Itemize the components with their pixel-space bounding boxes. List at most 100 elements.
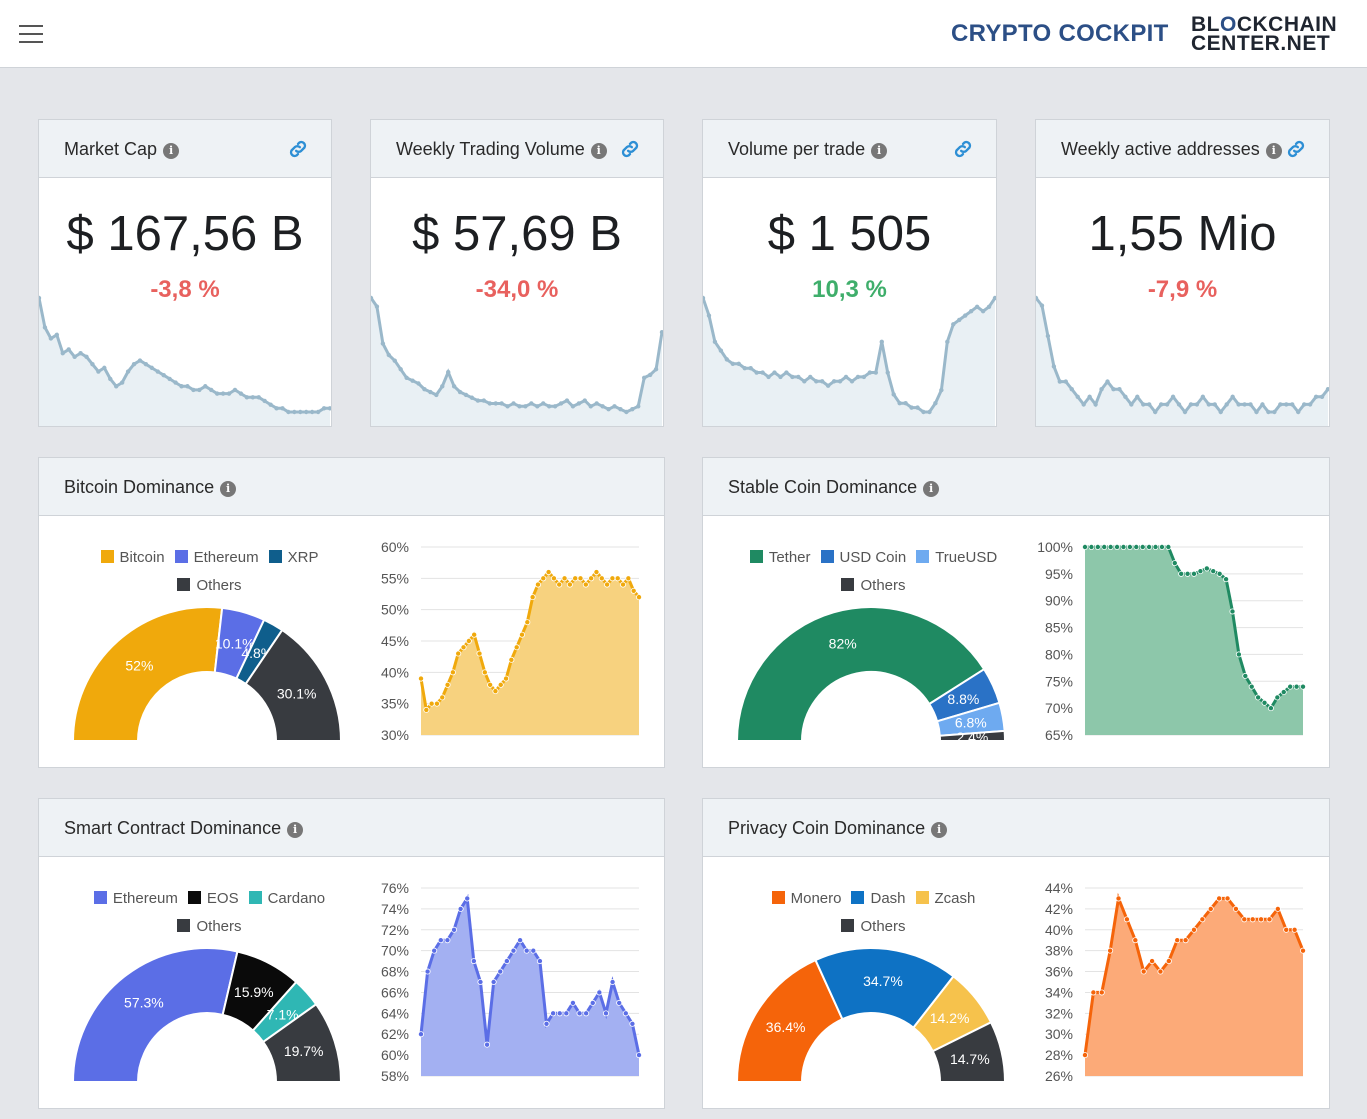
donut-slice-tether[interactable]	[735, 606, 986, 742]
area-point	[540, 575, 547, 582]
donut-slice-others[interactable]	[261, 1002, 343, 1083]
legend-item-tether[interactable]: Tether	[749, 544, 811, 572]
sparkline-point	[280, 406, 285, 411]
area-point	[582, 581, 589, 588]
sparkline-point	[1036, 295, 1039, 301]
donut-slice-others[interactable]	[931, 1020, 1007, 1083]
sparkline-point	[1206, 402, 1212, 407]
info-icon[interactable]: i	[923, 481, 940, 497]
legend-item-zcash[interactable]: Zcash	[915, 885, 975, 913]
info-icon[interactable]: i	[590, 143, 607, 159]
area-point	[1274, 905, 1281, 912]
donut-slice-label: 34.7%	[863, 973, 903, 989]
sparkline-point	[939, 387, 944, 393]
info-icon[interactable]: i	[220, 481, 237, 497]
area-point	[577, 575, 584, 582]
y-tick-label: 66%	[381, 984, 409, 1000]
sparkline-point	[232, 387, 238, 393]
donut-slice-ethereum[interactable]	[71, 947, 239, 1083]
area-point	[1266, 916, 1273, 923]
sparkline-point	[137, 358, 143, 363]
info-icon[interactable]: i	[163, 143, 180, 159]
legend-item-monero[interactable]: Monero	[771, 885, 842, 913]
legend-item-others[interactable]: Others	[841, 572, 906, 600]
legend-item-others[interactable]: Others	[177, 913, 242, 941]
sparkline-point	[921, 409, 926, 415]
y-tick-label: 68%	[381, 964, 409, 980]
y-tick-label: 38%	[1045, 943, 1073, 959]
sparkline-point	[1278, 402, 1283, 407]
donut-slice-label: 36.4%	[766, 1019, 806, 1035]
area-point	[596, 989, 603, 996]
info-icon[interactable]: i	[871, 143, 888, 159]
area-line	[419, 893, 641, 1056]
stable-coin-dominance-card: Stable Coin Dominance i Tether USD Coin Tru…	[702, 457, 1330, 768]
link-icon[interactable]	[619, 138, 641, 160]
info-icon[interactable]: i	[1265, 143, 1282, 159]
brand-title[interactable]: CRYPTO COCKPIT	[951, 20, 1169, 47]
donut-slice-label: 57.3%	[124, 994, 164, 1010]
dominance-area-chart: 44% 42% 40% 38% 36% 34% 32% 30% 28% 26%	[1045, 880, 1306, 1084]
legend-item-others[interactable]: Others	[177, 572, 242, 600]
legend-item-cardano[interactable]: Cardano	[248, 885, 325, 913]
y-tick-label: 36%	[1045, 964, 1073, 980]
donut-slice-label: 82%	[829, 636, 857, 652]
sparkline-point	[748, 365, 753, 371]
card-header: Bitcoin Dominance i	[39, 458, 664, 516]
info-icon[interactable]: i	[287, 822, 304, 838]
donut-slice-others[interactable]	[938, 729, 1007, 742]
donut-slice-label: 14.2%	[930, 1010, 970, 1026]
link-icon[interactable]	[1285, 138, 1307, 160]
area-point	[1107, 947, 1114, 954]
legend-item-dash[interactable]: Dash	[851, 885, 906, 913]
area-point	[524, 619, 531, 626]
donut-slice-others[interactable]	[244, 628, 343, 742]
legend-item-others[interactable]: Others	[841, 913, 906, 941]
legend-item-ethereum[interactable]: Ethereum	[174, 544, 259, 572]
link-icon[interactable]	[287, 138, 309, 160]
link-icon[interactable]	[952, 138, 974, 160]
area-point	[1291, 926, 1298, 933]
sparkline-point	[1093, 402, 1098, 407]
sparkline-point	[986, 304, 992, 309]
blockchain-center-logo[interactable]: BLOCKCHAIN CENTER.NET	[1191, 14, 1337, 54]
area-point	[484, 1041, 491, 1048]
sparkline-point	[1254, 409, 1259, 415]
sparkline-point	[778, 374, 783, 380]
chart-legend: Monero Dash Zcash Others	[731, 885, 1016, 941]
area-point	[497, 968, 504, 975]
donut-slice-dash[interactable]	[814, 947, 955, 1030]
kpi-value: $ 57,69 B	[412, 207, 622, 261]
legend-label: Tether	[768, 549, 811, 566]
sparkline-point	[1105, 379, 1110, 384]
legend-item-usd-coin[interactable]: USD Coin	[820, 544, 906, 572]
area-point	[616, 999, 623, 1006]
sparkline-point	[78, 350, 83, 356]
legend-item-bitcoin[interactable]: Bitcoin	[100, 544, 165, 572]
sparkline-point	[102, 365, 107, 371]
sparkline-point	[1045, 333, 1051, 339]
sparkline-point	[1111, 387, 1116, 392]
sparkline-point	[1117, 387, 1122, 392]
area-point	[589, 999, 596, 1006]
legend-item-ethereum[interactable]: Ethereum	[93, 885, 178, 913]
legend-label: Monero	[790, 890, 842, 907]
legend-item-trueusd[interactable]: TrueUSD	[916, 544, 997, 572]
legend-item-xrp[interactable]: XRP	[268, 544, 318, 572]
sparkline	[39, 295, 331, 426]
area-point	[1152, 543, 1159, 550]
legend-swatch	[268, 550, 282, 563]
sparkline-point	[867, 370, 873, 375]
area-point	[1232, 905, 1239, 912]
legend-item-eos[interactable]: EOS	[187, 885, 239, 913]
area-point	[1182, 937, 1189, 944]
sparkline-point	[179, 384, 184, 389]
area-point	[1165, 543, 1172, 550]
area-point	[503, 675, 510, 682]
donut-slice-label: 10.1%	[215, 635, 255, 651]
sparkline-point	[974, 304, 980, 309]
info-icon[interactable]: i	[931, 822, 948, 838]
sparkline-point	[1296, 409, 1301, 415]
donut-slice-bitcoin[interactable]	[71, 606, 224, 742]
hamburger-menu-icon[interactable]	[19, 25, 43, 43]
